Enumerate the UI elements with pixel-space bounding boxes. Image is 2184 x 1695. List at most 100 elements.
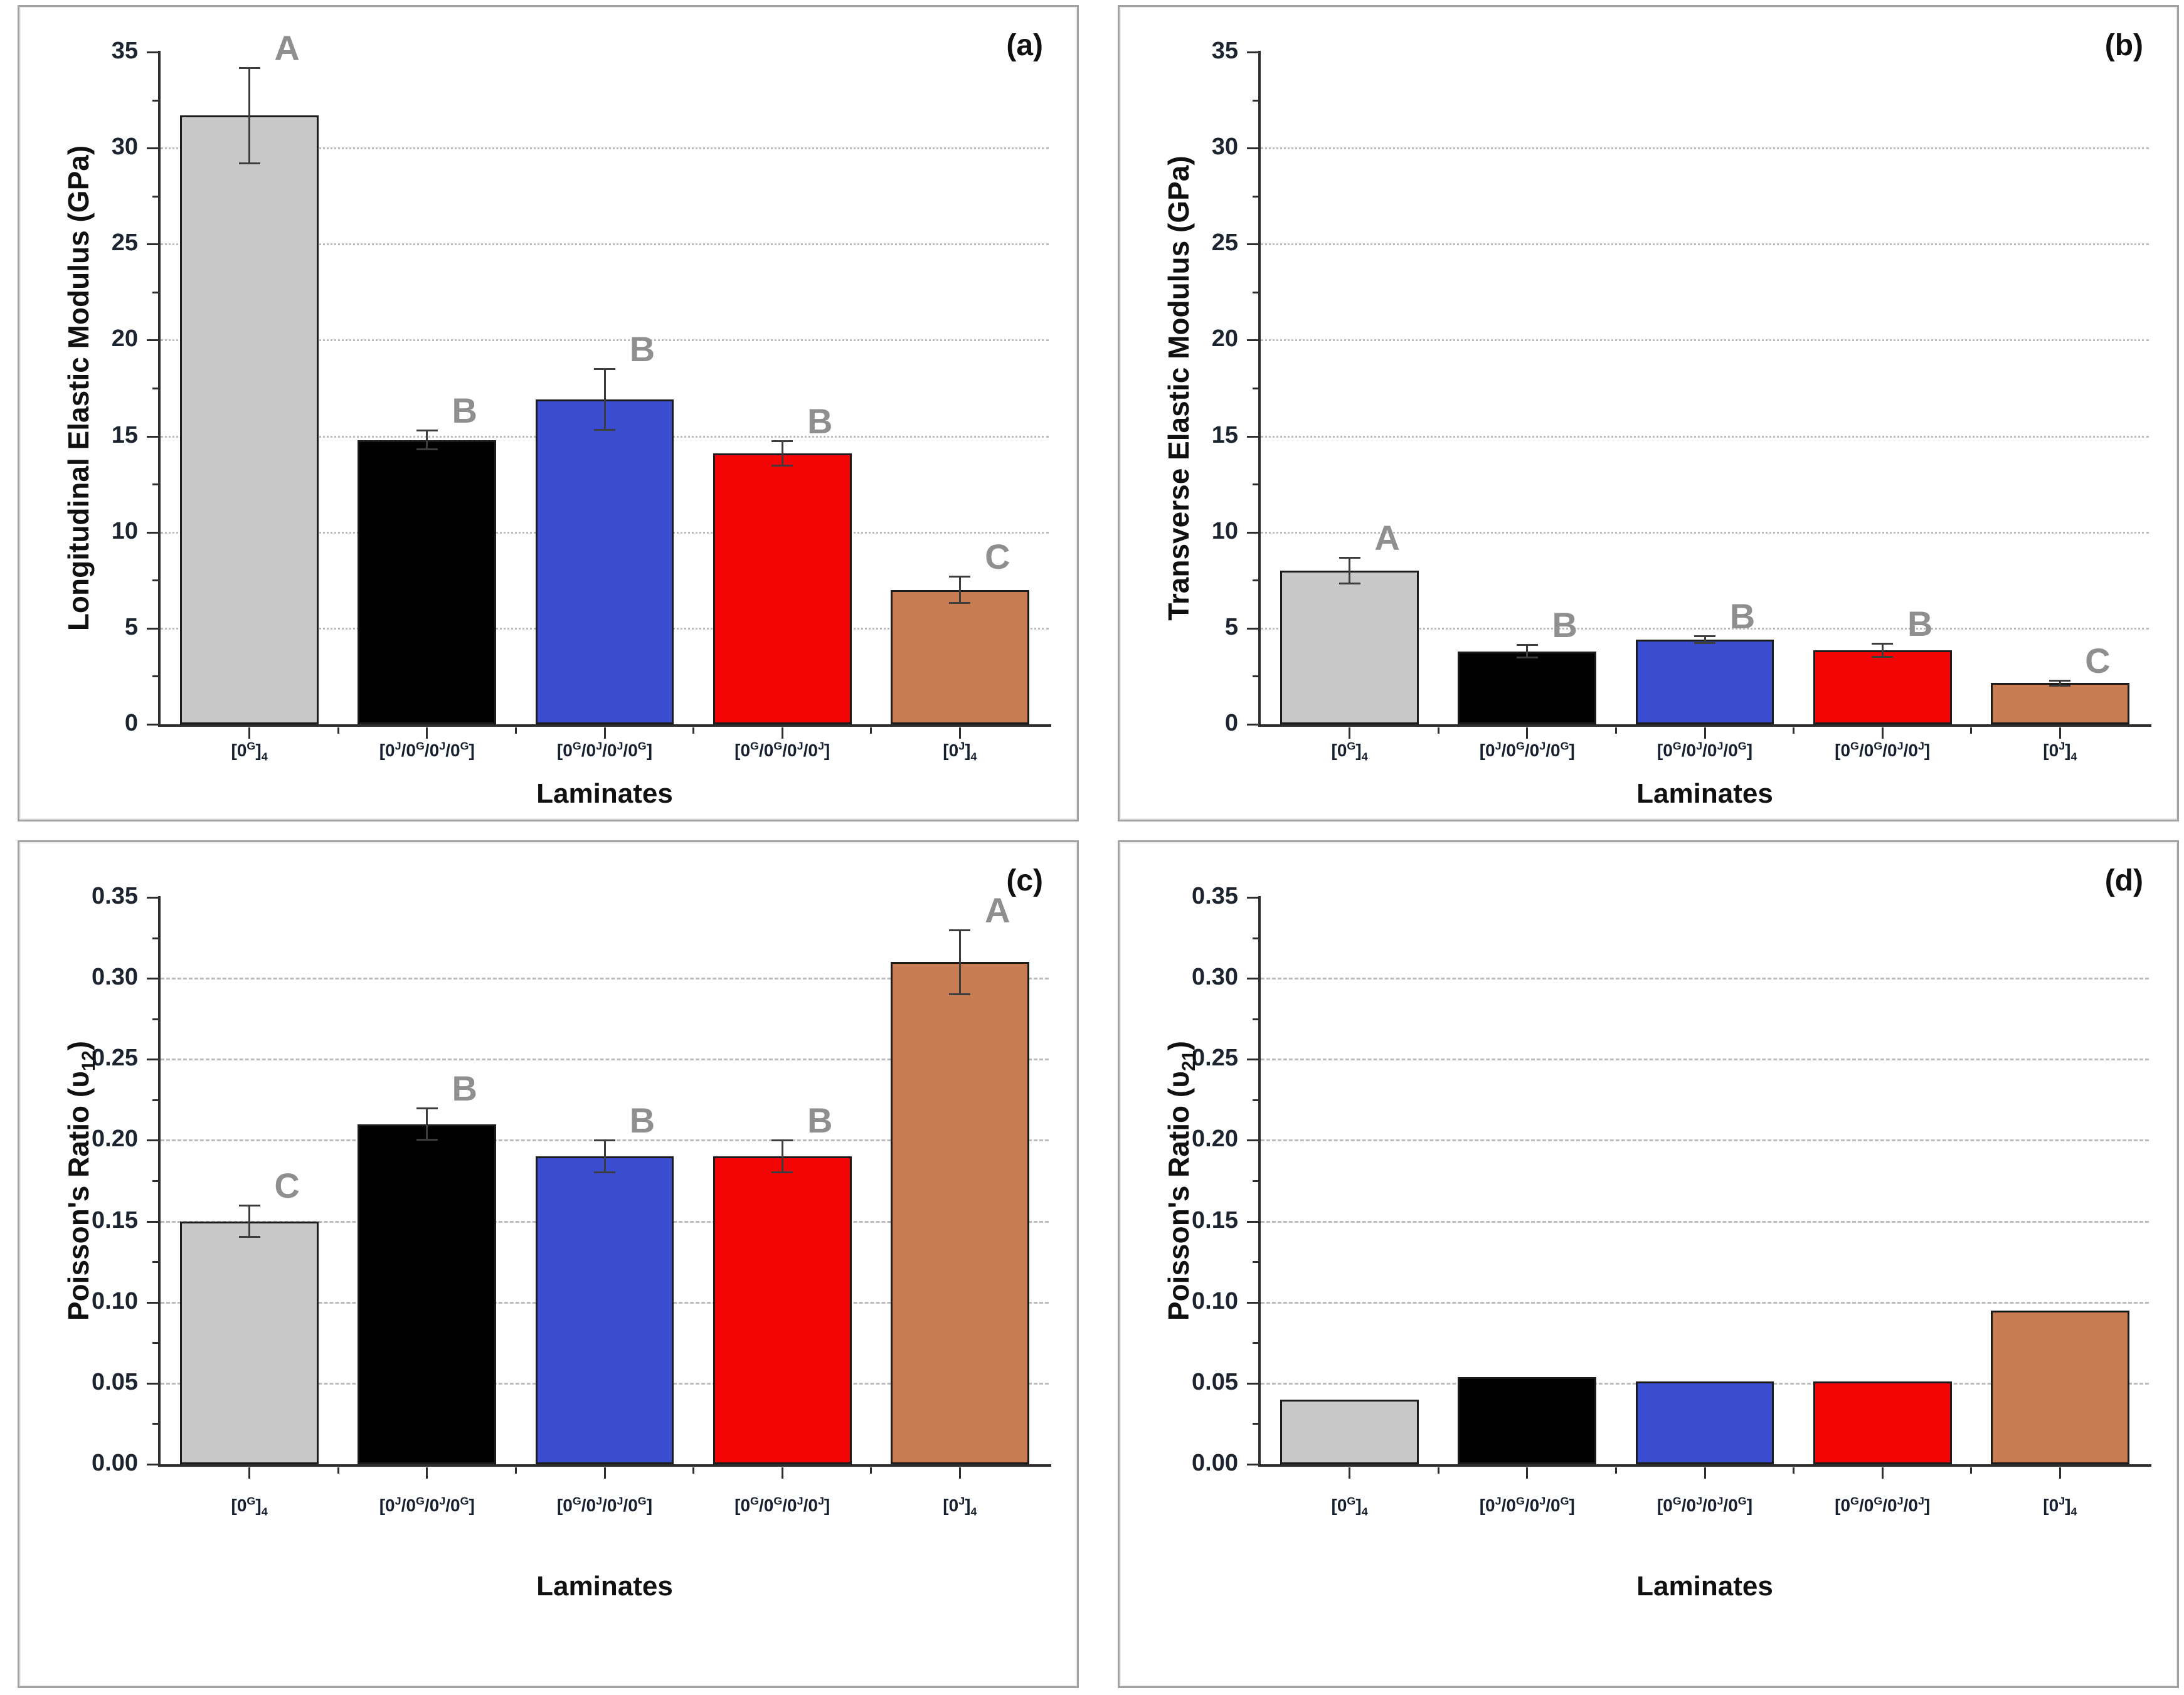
sig-letter: B — [1907, 604, 1933, 644]
error-bar-line — [781, 1140, 783, 1173]
x-tick — [958, 1467, 961, 1479]
x-axis-title: Laminates — [536, 1571, 673, 1602]
x-category-label: [0J]4 — [943, 739, 977, 763]
y-tick-label: 0 — [124, 710, 138, 736]
x-category-label: [0G]4 — [1331, 1494, 1368, 1518]
y-tick-label: 15 — [111, 421, 138, 448]
y-minor-tick — [1253, 1423, 1259, 1425]
x-category-label: [0J/0G/0J/0G] — [379, 739, 475, 760]
error-bar-cap — [949, 576, 971, 578]
y-tick — [1247, 1301, 1258, 1304]
x-category-label: [0J]4 — [2043, 1494, 2077, 1518]
x-tick — [2059, 1467, 2061, 1479]
y-tick-label: 0.30 — [92, 964, 138, 991]
y-tick-label: 0.00 — [1192, 1450, 1238, 1476]
error-bar-cap — [771, 1171, 793, 1174]
x-minor-tick — [1437, 727, 1439, 734]
sig-letter: B — [452, 1068, 477, 1108]
grid-line — [161, 147, 1049, 150]
panel-letter-a: (a) — [1006, 29, 1043, 62]
x-minor-tick — [1970, 727, 1973, 734]
x-tick — [426, 727, 428, 739]
x-category-label: [0G/0J/0J/0G] — [1657, 1494, 1753, 1515]
error-bar-cap — [416, 430, 438, 432]
y-tick — [147, 147, 158, 150]
bar — [1635, 1381, 1774, 1464]
bar — [890, 962, 1029, 1464]
x-category-label: [0G/0G/0J/0J] — [1835, 1494, 1931, 1515]
grid-line — [1261, 978, 2149, 980]
panel-letter-c: (c) — [1006, 864, 1043, 897]
error-bar-line — [603, 1140, 606, 1173]
x-tick — [1704, 1467, 1706, 1479]
y-tick — [147, 978, 158, 980]
error-bar-cap — [416, 1139, 438, 1141]
y-tick-label: 0.20 — [92, 1126, 138, 1153]
y-tick-label: 15 — [1211, 421, 1238, 448]
error-bar-line — [1881, 643, 1884, 657]
error-bar-cap — [1872, 643, 1894, 645]
y-minor-tick — [1253, 1099, 1259, 1101]
y-tick-label: 25 — [111, 230, 138, 256]
chart-poissons-ratio-12: 0.00 0.05 0.10 0.15 0.20 0.25 0.30 0.35 C [0G]4 B [… — [19, 842, 1077, 1686]
error-bar-cap — [771, 1139, 793, 1142]
y-minor-tick — [1253, 483, 1259, 486]
y-minor-tick — [1253, 1018, 1259, 1020]
panel-d: (d) 0.00 0.05 0.10 0.15 0.20 0.25 0.30 0.35 [0G]… — [1118, 840, 2179, 1688]
x-category-label: [0G/0G/0J/0J] — [734, 1494, 830, 1515]
grid-line — [1261, 1059, 2149, 1061]
x-minor-tick — [1970, 1467, 1973, 1474]
y-tick-label: 5 — [124, 613, 138, 640]
error-bar-cap — [949, 602, 971, 605]
sig-letter: B — [629, 329, 655, 369]
y-axis — [1258, 896, 1261, 1467]
panel-c: (c) 0.00 0.05 0.10 0.15 0.20 0.25 0.30 0.35 C [0G… — [18, 840, 1079, 1688]
bar — [358, 440, 497, 724]
error-bar-cap — [1872, 655, 1894, 658]
y-tick — [1247, 1220, 1258, 1223]
y-tick — [147, 435, 158, 438]
x-minor-tick — [514, 1467, 517, 1474]
y-tick-label: 30 — [111, 134, 138, 161]
x-axis — [158, 724, 1051, 727]
error-bar-line — [958, 929, 961, 995]
bar — [713, 1156, 852, 1464]
x-category-label: [0J/0G/0J/0G] — [1479, 1494, 1575, 1515]
bar — [713, 453, 852, 724]
x-minor-tick — [1437, 1467, 1439, 1474]
y-tick — [1247, 1464, 1258, 1465]
x-minor-tick — [337, 1467, 339, 1474]
x-category-label: [0J/0G/0J/0G] — [379, 1494, 475, 1515]
y-tick — [1247, 147, 1258, 150]
y-minor-tick — [1253, 1261, 1259, 1264]
x-tick — [248, 727, 251, 739]
y-minor-tick — [1253, 675, 1259, 678]
grid-line — [1261, 1301, 2149, 1304]
x-minor-tick — [514, 727, 517, 734]
error-bar-cap — [1694, 635, 1715, 638]
y-tick — [1247, 1382, 1258, 1385]
y-tick-label: 25 — [1211, 230, 1238, 256]
y-tick-label: 0.10 — [92, 1287, 138, 1314]
y-axis — [158, 51, 161, 727]
y-minor-tick — [152, 1018, 159, 1020]
y-minor-tick — [1253, 388, 1259, 389]
y-minor-tick — [1253, 195, 1259, 198]
grid-line — [1261, 1139, 2149, 1142]
y-tick-label: 0.25 — [92, 1045, 138, 1072]
y-minor-tick — [152, 1099, 159, 1101]
bar — [358, 1124, 497, 1464]
sig-letter: C — [2085, 640, 2111, 680]
y-axis-title: Poisson's Ratio (υ12) — [62, 1040, 100, 1321]
y-tick — [1247, 1139, 1258, 1142]
y-tick-label: 35 — [1211, 38, 1238, 64]
error-bar-cap — [238, 1204, 260, 1207]
x-category-label: [0G/0J/0J/0G] — [1657, 739, 1753, 760]
error-bar-cap — [594, 429, 615, 431]
sig-letter: B — [1729, 596, 1756, 636]
sig-letter: A — [985, 890, 1010, 930]
error-bar-line — [426, 430, 428, 450]
grid-line — [1261, 435, 2149, 438]
y-minor-tick — [152, 99, 159, 102]
y-tick — [147, 243, 158, 246]
